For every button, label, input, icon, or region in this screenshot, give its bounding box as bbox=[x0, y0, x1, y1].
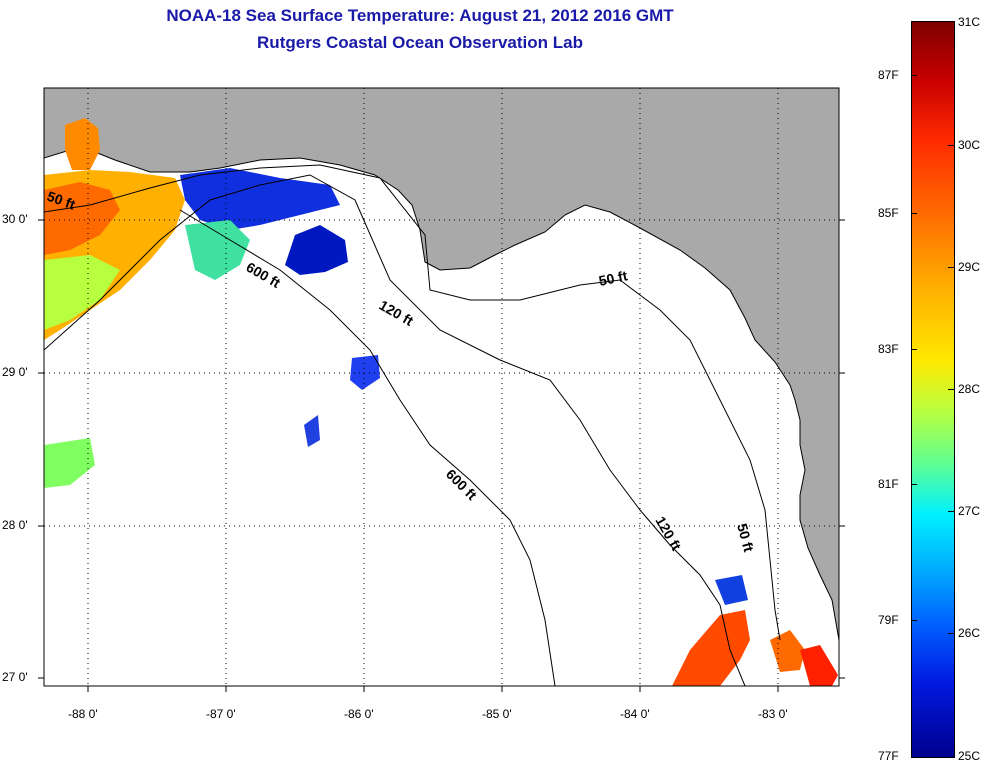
colorbar-fahrenheit-label: 81F bbox=[878, 477, 899, 491]
title-line-1: NOAA-18 Sea Surface Temperature: August … bbox=[166, 6, 674, 25]
contour-120ft bbox=[44, 174, 746, 686]
axis-ticks bbox=[38, 219, 845, 692]
colorbar-celsius-label: 28C bbox=[958, 382, 981, 396]
sst-patch-se-blue bbox=[715, 575, 748, 605]
colorbar-celsius-label: 26C bbox=[958, 626, 981, 640]
lon-label: -87 0' bbox=[206, 707, 236, 721]
lat-label: 29 0' bbox=[2, 365, 28, 379]
colorbar-celsius-label: 30C bbox=[958, 138, 981, 152]
land-mass bbox=[44, 88, 839, 641]
colorbar-celsius-label: 25C bbox=[958, 749, 981, 763]
lon-label: -83 0' bbox=[758, 707, 788, 721]
lat-label: 27 0' bbox=[2, 670, 28, 684]
colorbar-celsius-label: 27C bbox=[958, 504, 981, 518]
sst-patch-mobile bbox=[65, 118, 100, 170]
colorbar-fahrenheit-label: 83F bbox=[878, 342, 899, 356]
sst-patch-green-1 bbox=[185, 220, 250, 280]
sst-patch-west-hot bbox=[44, 182, 120, 255]
colorbar-fahrenheit-label: 79F bbox=[878, 613, 899, 627]
contour-label: 50 ft bbox=[734, 522, 757, 554]
contour-label: 50 ft bbox=[597, 267, 629, 289]
lat-label: 30 0' bbox=[2, 212, 28, 226]
lon-label: -85 0' bbox=[482, 707, 512, 721]
colorbar bbox=[911, 21, 955, 758]
lon-label: -86 0' bbox=[344, 707, 374, 721]
sst-patch-se-2 bbox=[770, 630, 805, 672]
title-line-2: Rutgers Coastal Ocean Observation Lab bbox=[257, 33, 583, 52]
sst-patch-blue-2 bbox=[285, 225, 348, 275]
sst-patch-west-south bbox=[44, 438, 95, 488]
lat-label: 28 0' bbox=[2, 518, 28, 532]
lon-label: -88 0' bbox=[68, 707, 98, 721]
contour-50ft bbox=[44, 164, 781, 641]
sst-patch-blue-4 bbox=[304, 415, 320, 447]
colorbar-fahrenheit-label: 85F bbox=[878, 206, 899, 220]
colorbar-fahrenheit-label: 77F bbox=[878, 749, 899, 763]
map-frame bbox=[43, 87, 840, 687]
colorbar-celsius-label: 29C bbox=[958, 260, 981, 274]
colorbar-celsius-label: 31C bbox=[958, 15, 981, 29]
sst-patch-west-cool bbox=[44, 255, 120, 330]
colorbar-fahrenheit-label: 87F bbox=[878, 68, 899, 82]
contour-600ft bbox=[179, 209, 556, 686]
sst-patch-se-1 bbox=[672, 610, 750, 686]
sst-patch-blue-1 bbox=[180, 168, 340, 230]
sst-patch-se-3 bbox=[800, 645, 838, 686]
lon-label: -84 0' bbox=[620, 707, 650, 721]
